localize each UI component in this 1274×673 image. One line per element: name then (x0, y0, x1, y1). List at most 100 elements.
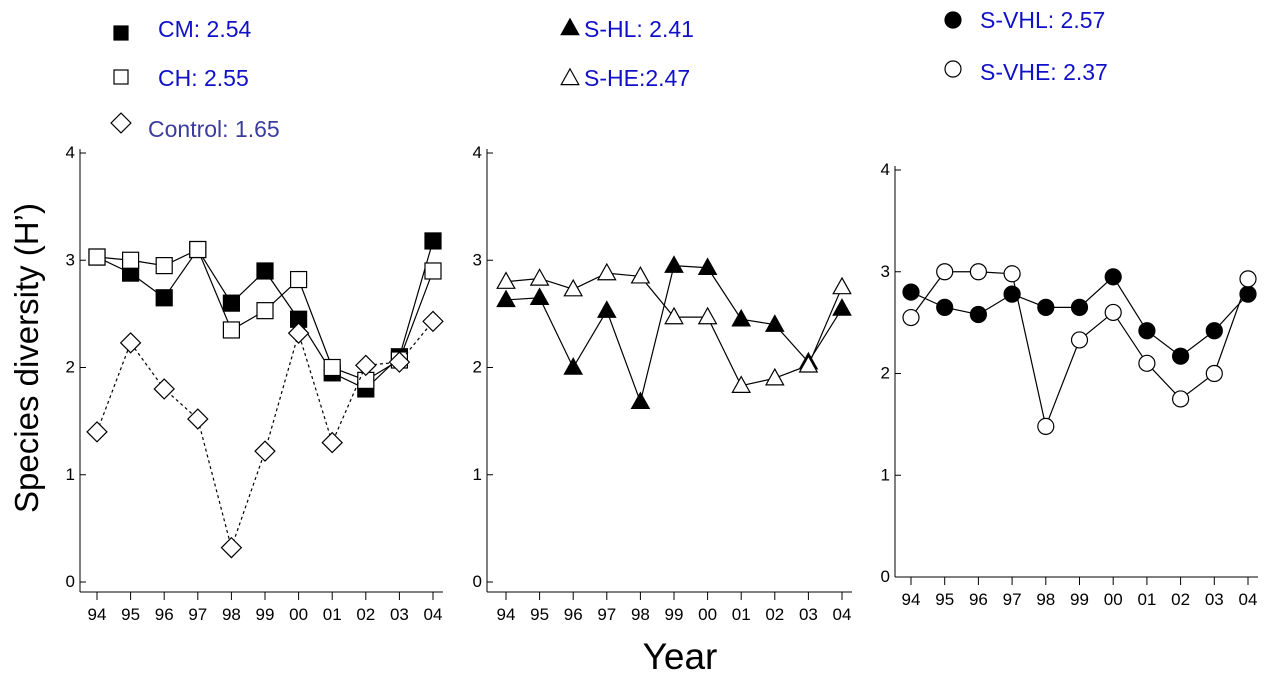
data-point (187, 408, 209, 430)
data-point (1138, 322, 1156, 340)
y-tick-label: 3 (66, 250, 75, 269)
x-tick-label: 98 (631, 605, 650, 624)
legend-marker (113, 69, 129, 85)
x-tick-label: 03 (799, 605, 818, 624)
data-point (936, 263, 954, 281)
legend-label: S-VHL: 2.57 (980, 7, 1105, 33)
legend-label: CH: 2.55 (158, 65, 249, 91)
x-tick-label: 99 (665, 605, 684, 624)
x-tick-label: 99 (1070, 590, 1089, 609)
data-point (1205, 364, 1223, 383)
data-point (798, 354, 819, 373)
legend-label: CM: 2.54 (158, 16, 252, 42)
legend-label: S-HE:2.47 (584, 65, 690, 91)
x-tick-label: 98 (1036, 590, 1055, 609)
y-tick-label: 2 (66, 358, 75, 377)
legend-entry-s-he: S-HE:2.47 (560, 65, 690, 91)
data-point (1138, 354, 1156, 372)
y-tick-label: 1 (881, 465, 890, 484)
legend-area: CM: 2.54 CH: 2.55 Control: 1.65 S-HL: 2.41 S… (110, 7, 1108, 142)
y-tick-label: 1 (66, 465, 75, 484)
y-tick-label: 0 (473, 572, 482, 591)
x-tick-label: 94 (88, 605, 107, 624)
x-tick-label: 01 (323, 605, 342, 624)
data-point (731, 375, 752, 393)
data-point (596, 300, 617, 318)
x-tick-label: 02 (1171, 590, 1190, 609)
legend-marker (944, 11, 962, 29)
legend-marker (113, 25, 129, 41)
y-tick-label: 4 (66, 143, 75, 162)
data-point (220, 536, 243, 559)
legend-entry-control: Control: 1.65 (110, 112, 280, 142)
data-point (1037, 298, 1055, 316)
series-line (96, 321, 434, 550)
x-tick-label: 97 (188, 605, 207, 624)
x-tick-label: 04 (833, 605, 852, 624)
x-tick-label: 96 (564, 605, 583, 624)
data-point (563, 278, 584, 297)
data-point (155, 289, 173, 307)
x-tick-label: 98 (222, 605, 241, 624)
x-tick-label: 03 (390, 605, 409, 624)
data-point (902, 283, 920, 301)
data-point (764, 314, 785, 332)
legend-marker (110, 112, 132, 134)
y-tick-label: 3 (881, 262, 890, 281)
x-tick-label: 01 (1137, 590, 1156, 609)
legend-label: S-VHE: 2.37 (980, 59, 1108, 85)
x-tick-label: 02 (765, 605, 784, 624)
data-point (1205, 322, 1223, 340)
data-point (256, 262, 274, 280)
data-point (121, 251, 140, 269)
data-point (936, 298, 954, 316)
legend-entry-s-hl: S-HL: 2.41 (560, 16, 694, 42)
data-point (222, 321, 240, 339)
x-tick-label: 04 (424, 605, 443, 624)
data-point (1037, 417, 1055, 436)
x-tick-label: 00 (1104, 590, 1123, 609)
x-tick-label: 94 (902, 590, 921, 609)
data-point (222, 294, 240, 312)
data-point (422, 310, 444, 333)
data-point (254, 440, 276, 462)
data-point (764, 367, 785, 386)
legend-entry-s-vhl: S-VHL: 2.57 (944, 7, 1105, 33)
data-point (697, 257, 718, 275)
x-tick-label: 94 (497, 605, 516, 624)
data-point (969, 263, 988, 281)
x-axis-title: Year (643, 636, 718, 673)
data-point (1104, 303, 1122, 322)
x-tick-label: 99 (256, 605, 275, 624)
data-point (323, 358, 341, 377)
data-point (697, 306, 718, 325)
data-point (496, 271, 516, 289)
x-tick-label: 97 (1003, 590, 1022, 609)
data-point (969, 305, 988, 324)
series-line (505, 272, 843, 387)
data-point (630, 391, 651, 410)
x-tick-label: 96 (969, 590, 988, 609)
x-tick-label: 95 (530, 605, 549, 624)
y-tick-label: 2 (473, 358, 482, 377)
data-point (630, 265, 651, 284)
series-s-vhl (902, 268, 1257, 365)
data-point (832, 298, 852, 316)
legend-label: Control: 1.65 (148, 116, 280, 142)
y-tick-label: 0 (66, 572, 75, 591)
data-point (529, 268, 550, 286)
data-point (256, 302, 274, 320)
data-point (1070, 331, 1089, 349)
series-ch (88, 240, 442, 389)
x-tick-label: 96 (155, 605, 174, 624)
x-tick-label: 02 (356, 605, 375, 624)
x-tick-label: 04 (1239, 590, 1258, 609)
legend-marker (560, 17, 580, 36)
y-tick-label: 4 (473, 143, 482, 162)
data-point (529, 287, 550, 306)
series-s-hl (496, 255, 852, 410)
y-tick-label: 2 (881, 364, 890, 383)
y-tick-label: 4 (881, 160, 890, 179)
